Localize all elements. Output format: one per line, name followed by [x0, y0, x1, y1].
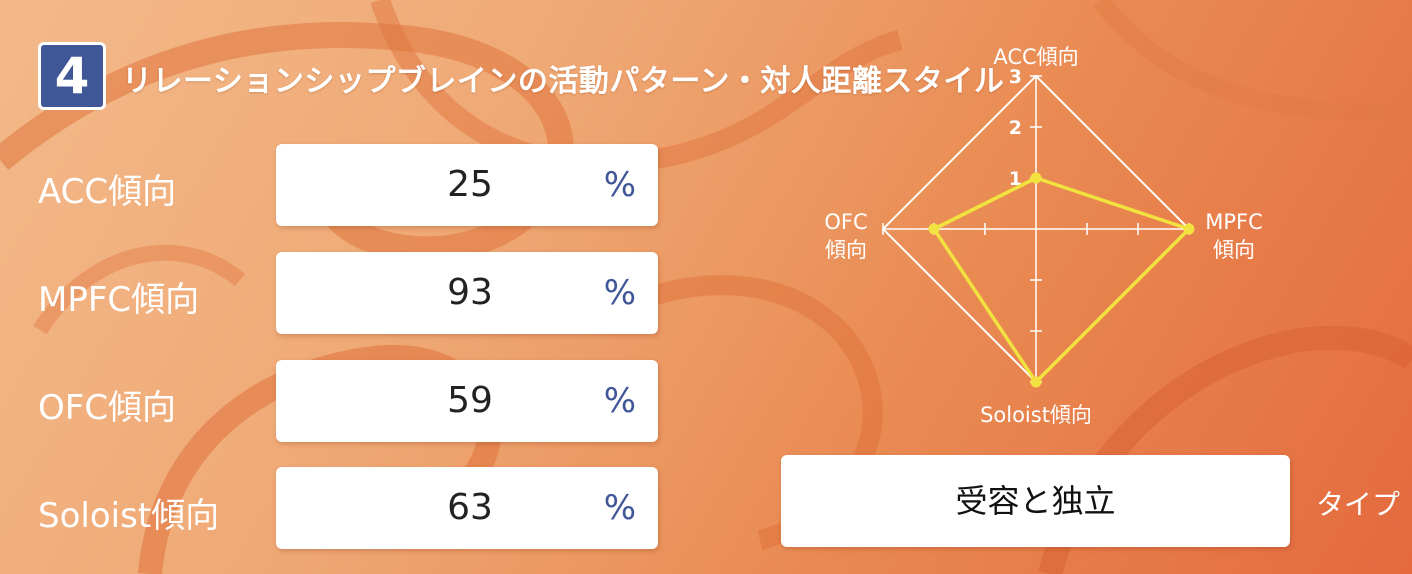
soloist-tendency-label: Soloist傾向	[38, 496, 220, 536]
radar-axis-label: ACC傾向	[993, 45, 1078, 69]
soloist-tendency-value: 63	[447, 487, 493, 528]
radar-series-line	[932, 176, 1191, 384]
type-suffix-label: タイプ	[1316, 488, 1401, 521]
radar-data-point	[1030, 376, 1042, 388]
section-number-badge: 4	[38, 42, 106, 110]
radar-tick-label: 3	[1009, 66, 1022, 88]
ofc-tendency-value: 59	[447, 380, 493, 421]
radar-data-point	[1183, 223, 1195, 235]
section-title: リレーションシップブレインの活動パターン・対人距離スタイル	[122, 64, 1005, 99]
radar-axis-label: 傾向	[825, 238, 867, 262]
ofc-tendency-box: 59 %	[276, 360, 658, 442]
acc-tendency-value: 25	[447, 164, 493, 205]
mpfc-tendency-unit: %	[603, 273, 636, 313]
radar-axis-label: Soloist傾向	[980, 403, 1092, 427]
radar-data-point	[928, 223, 940, 235]
soloist-tendency-unit: %	[603, 488, 636, 528]
radar-axis-label: OFC	[824, 210, 867, 234]
radar-tick-label: 1	[1009, 168, 1022, 190]
radar-data-point	[1030, 172, 1042, 184]
acc-tendency-box: 25 %	[276, 144, 658, 226]
type-result-box: 受容と独立	[781, 455, 1290, 547]
radar-tick-label: 2	[1009, 117, 1022, 139]
ofc-tendency-label: OFC傾向	[38, 388, 177, 428]
radar-axis-label: 傾向	[1213, 238, 1255, 262]
mpfc-tendency-value: 93	[447, 272, 493, 313]
acc-tendency-unit: %	[603, 165, 636, 205]
acc-tendency-label: ACC傾向	[38, 172, 177, 212]
ofc-tendency-unit: %	[603, 381, 636, 421]
mpfc-tendency-label: MPFC傾向	[38, 280, 200, 320]
radar-axis-label: MPFC	[1205, 210, 1263, 234]
soloist-tendency-box: 63 %	[276, 467, 658, 549]
mpfc-tendency-box: 93 %	[276, 252, 658, 334]
